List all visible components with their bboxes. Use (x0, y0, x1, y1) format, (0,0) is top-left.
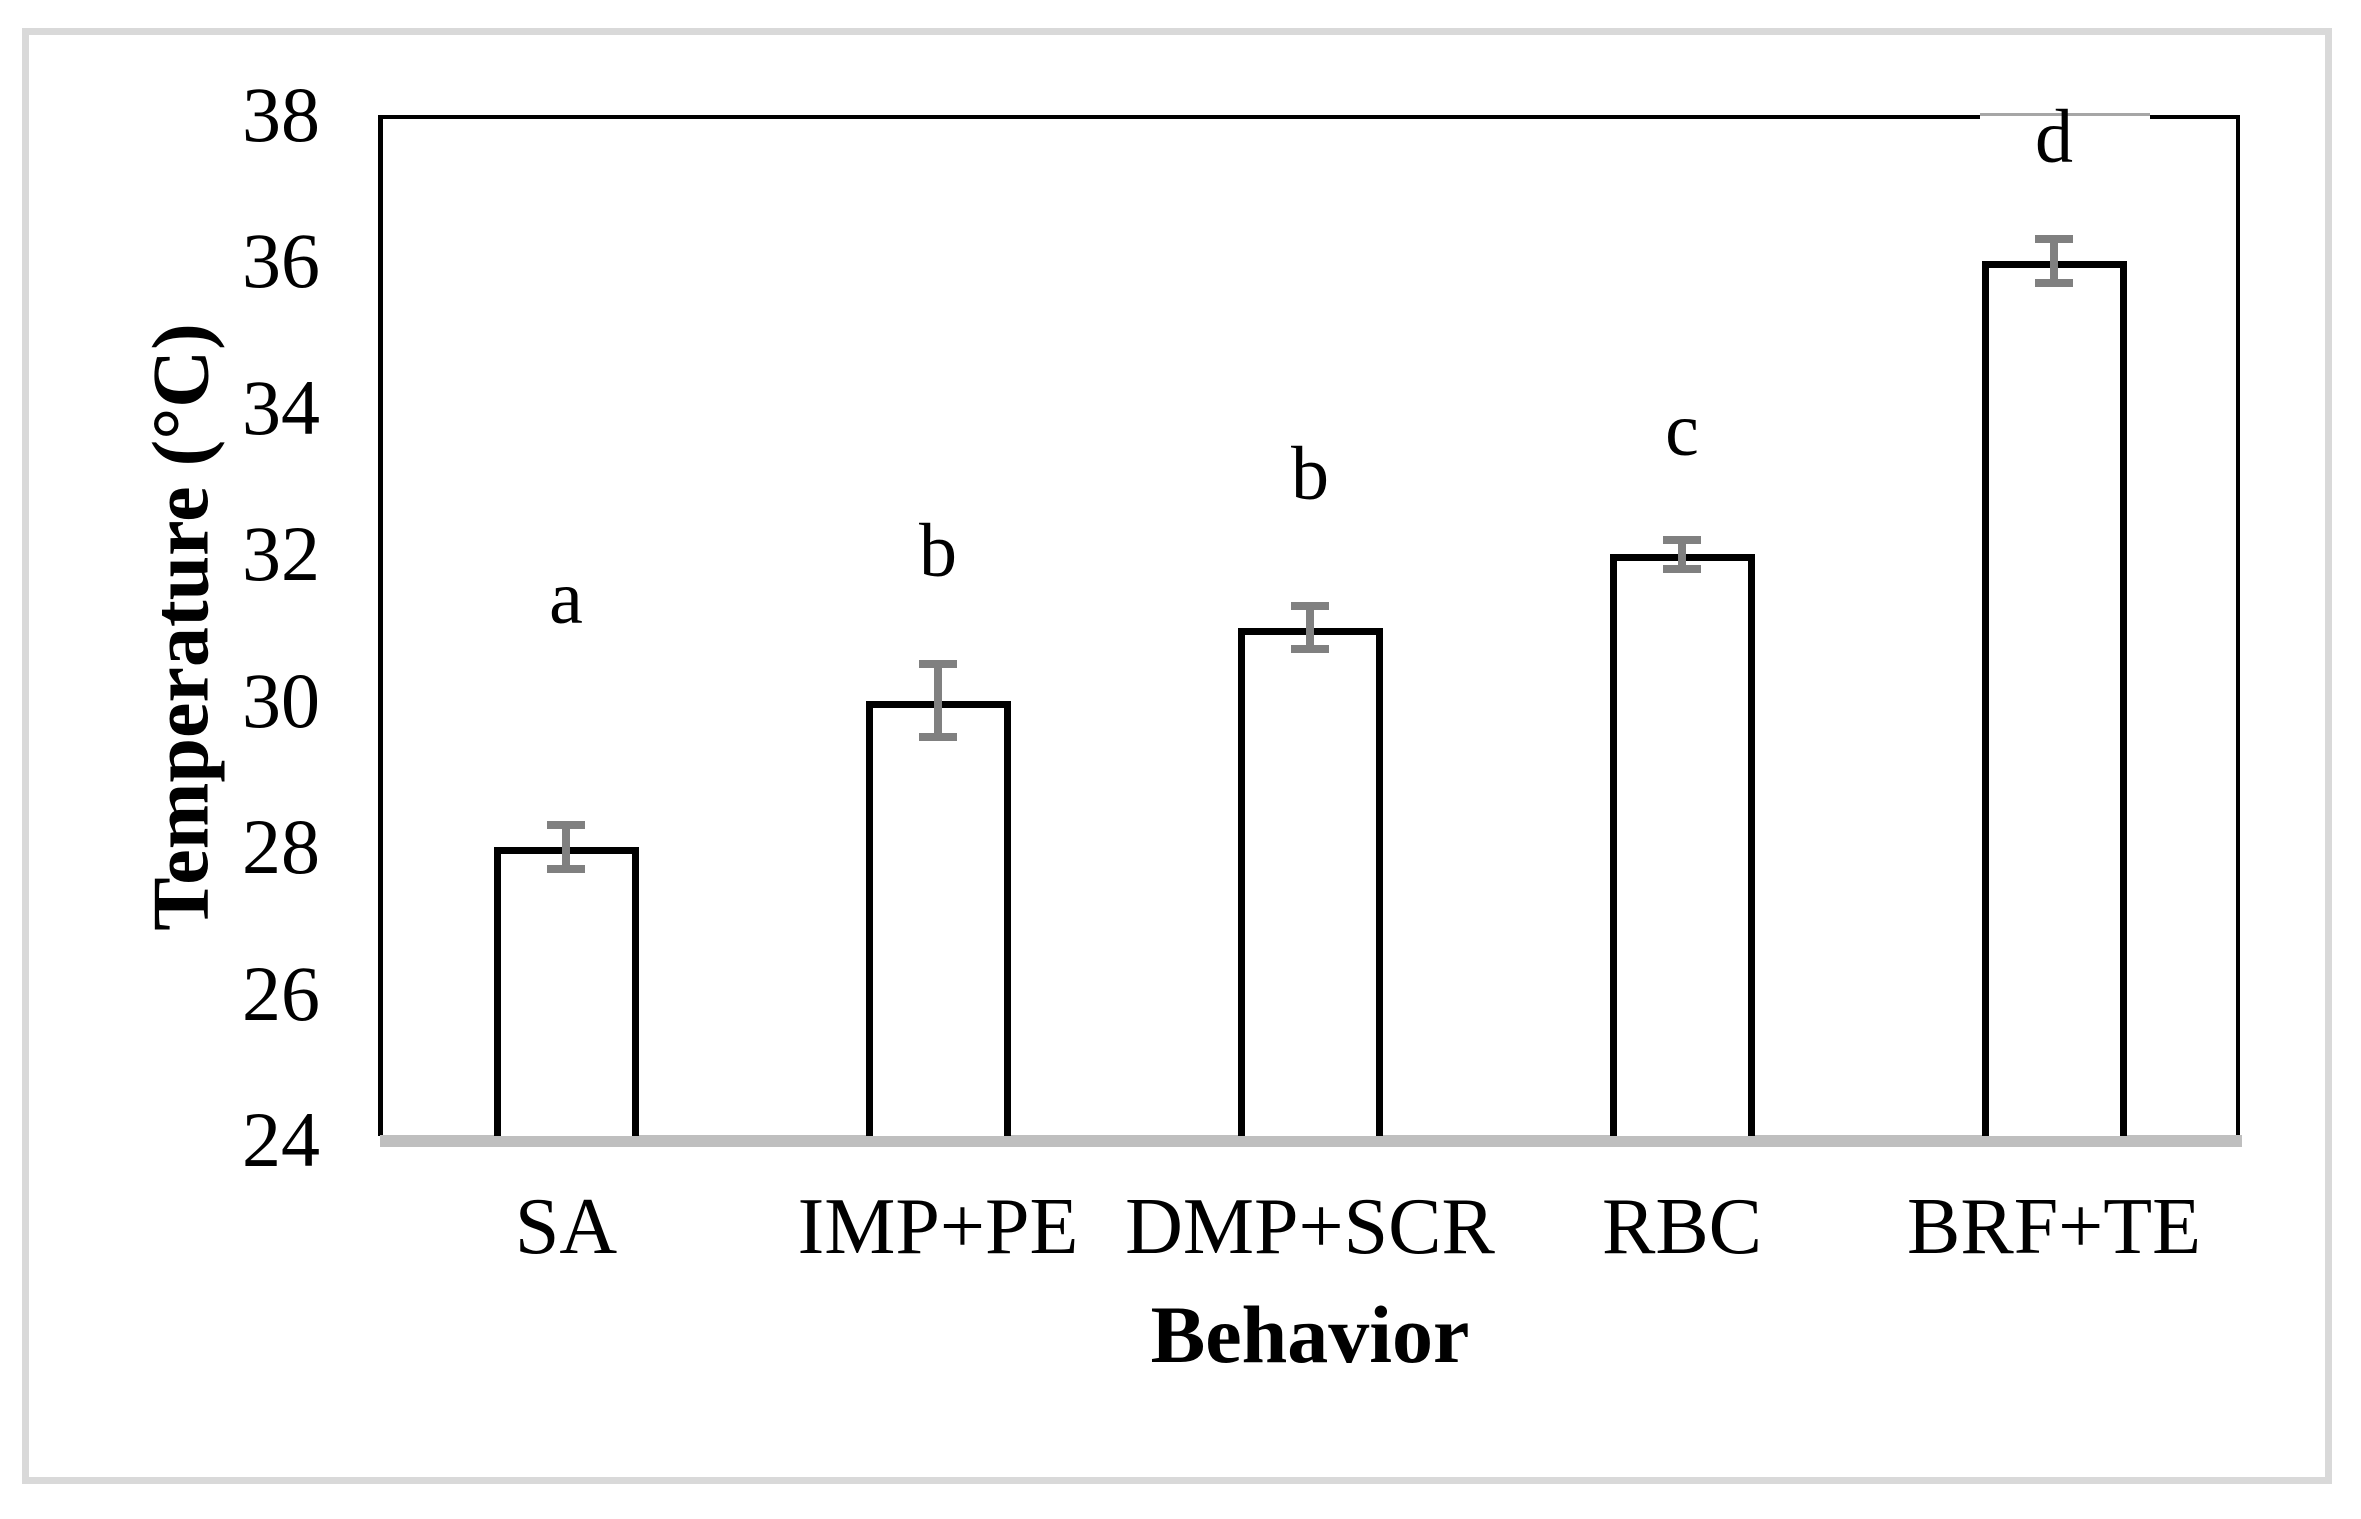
error-bar-bottom-cap-brf-te (2035, 279, 2073, 288)
error-bar-rbc (1678, 539, 1686, 569)
x-axis-baseline (380, 1135, 2242, 1147)
bar-sa (493, 847, 639, 1136)
error-bar-brf-te (2050, 239, 2058, 284)
error-bar-imp-pe (934, 664, 942, 738)
y-tick-label-32: 32 (242, 510, 320, 598)
bar-rbc (1609, 554, 1755, 1136)
x-category-label-brf-te: BRF+TE (1906, 1183, 2202, 1271)
error-bar-top-cap-rbc (1663, 535, 1701, 544)
figure-border-frame (22, 28, 2332, 1484)
top-border-gap (1980, 113, 2150, 121)
y-axis-title: Temperature (°C) (137, 323, 226, 931)
sig-letter-brf-te: d (2035, 94, 2073, 179)
y-tick-label-30: 30 (242, 656, 320, 744)
y-tick-label-36: 36 (242, 217, 320, 305)
sig-letter-sa: a (549, 556, 583, 641)
x-axis-title: Behavior (1150, 1289, 1470, 1380)
sig-letter-imp-pe: b (919, 508, 957, 593)
error-bar-dmp-scr (1306, 605, 1314, 650)
x-category-label-sa: SA (514, 1183, 618, 1271)
error-bar-sa (562, 825, 570, 870)
bar-dmp-scr (1237, 627, 1383, 1136)
plot-right-border (2236, 115, 2240, 1140)
error-bar-bottom-cap-sa (547, 865, 585, 874)
y-tick-label-26: 26 (242, 949, 320, 1037)
error-bar-top-cap-sa (547, 821, 585, 830)
y-tick-label-24: 24 (242, 1096, 320, 1183)
error-bar-bottom-cap-rbc (1663, 564, 1701, 573)
y-tick-label-38: 38 (242, 71, 320, 158)
y-axis-line (378, 115, 383, 1136)
bar-brf-te (1981, 261, 2127, 1136)
bar-imp-pe (865, 700, 1011, 1136)
x-category-label-imp-pe: IMP+PE (797, 1183, 1079, 1271)
error-bar-top-cap-brf-te (2035, 235, 2073, 244)
sig-letter-rbc: c (1665, 387, 1699, 472)
error-bar-top-cap-imp-pe (919, 660, 957, 669)
plot-top-border (380, 115, 2240, 119)
y-tick-label-34: 34 (242, 363, 320, 451)
x-category-label-rbc: RBC (1601, 1183, 1763, 1271)
error-bar-top-cap-dmp-scr (1291, 601, 1329, 610)
y-tick-label-28: 28 (242, 803, 320, 891)
error-bar-bottom-cap-dmp-scr (1291, 645, 1329, 654)
x-category-label-dmp-scr: DMP+SCR (1125, 1183, 1495, 1271)
error-bar-bottom-cap-imp-pe (919, 733, 957, 742)
sig-letter-dmp-scr: b (1291, 431, 1329, 516)
